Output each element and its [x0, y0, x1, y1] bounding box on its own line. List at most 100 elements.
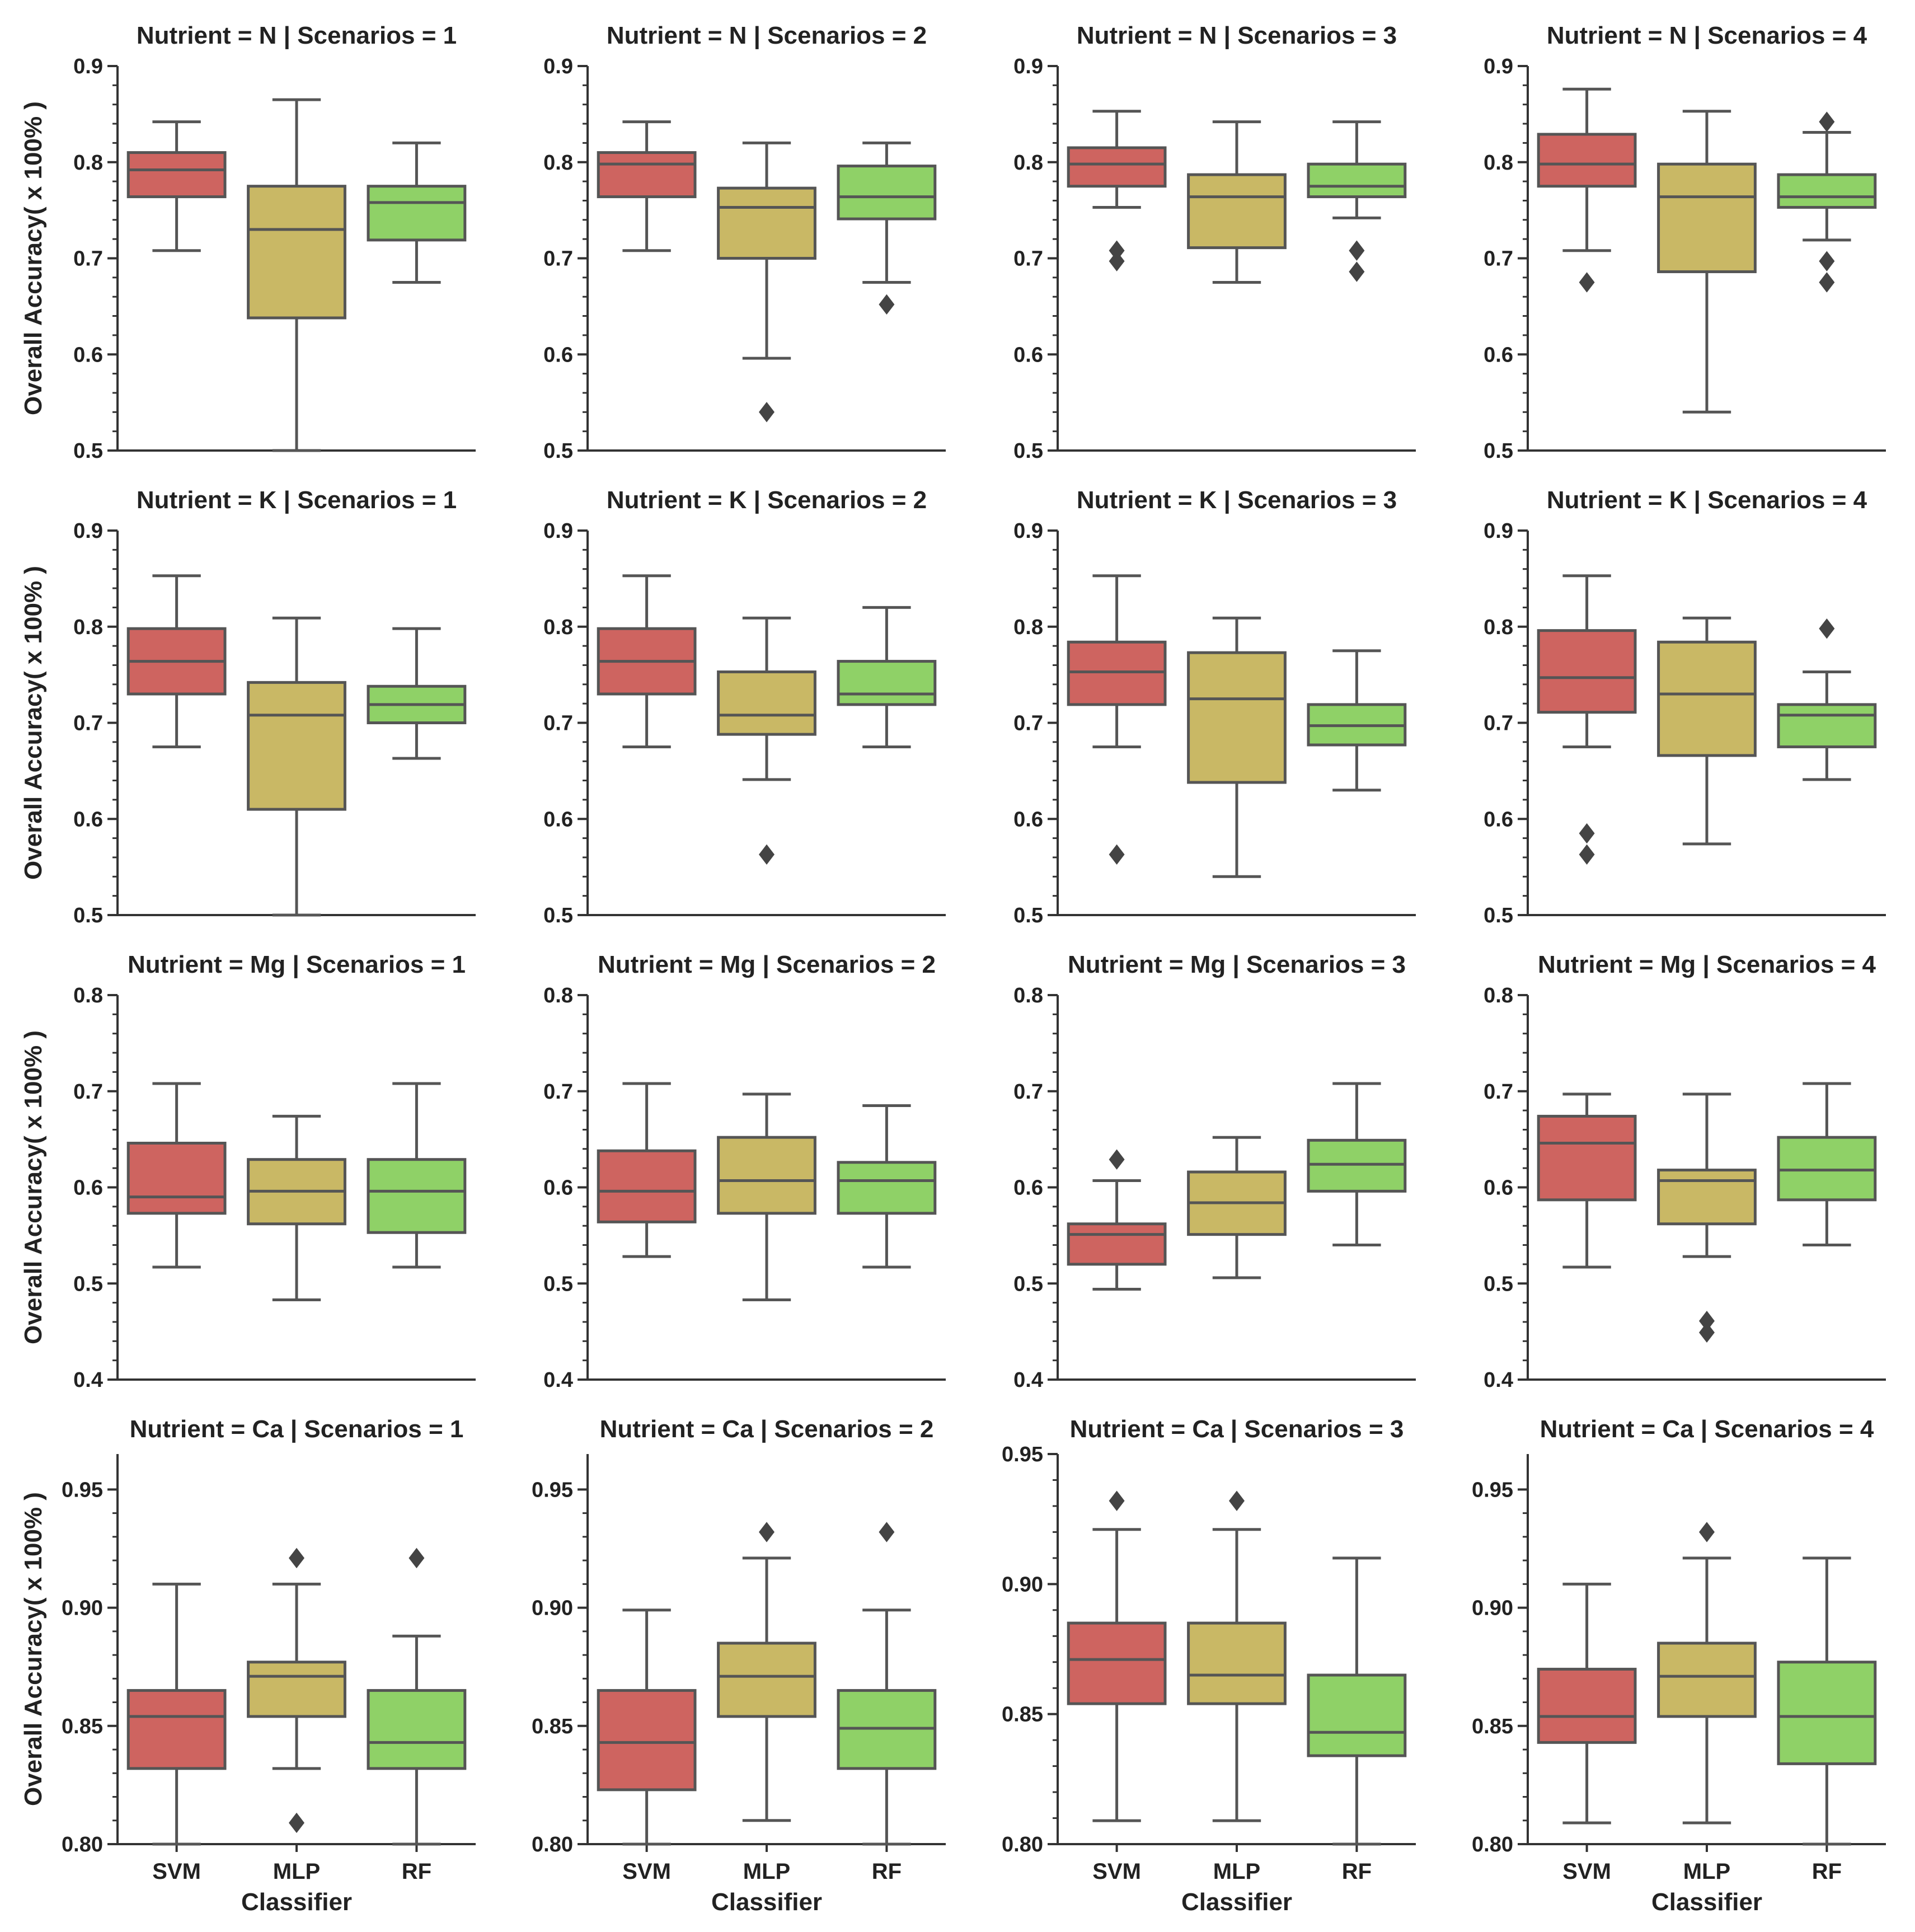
outlier-point: [879, 294, 895, 315]
outlier-point: [1579, 272, 1595, 293]
y-tick-label: 0.7: [1484, 712, 1513, 735]
box-rf: [1307, 1138, 1407, 1193]
outlier-point: [289, 1812, 304, 1833]
y-tick-label: 0.85: [1002, 1703, 1043, 1727]
box-svm: [126, 151, 227, 199]
x-tick-label: RF: [1342, 1859, 1372, 1884]
box-mlp: [247, 1661, 346, 1718]
y-tick-label: 0.8: [1484, 151, 1513, 175]
panel-title: Nutrient = K | Scenarios = 3: [1077, 486, 1397, 514]
y-axis-label: Overall Accuracy( x 100% ): [20, 101, 47, 415]
x-tick-label: SVM: [1092, 1859, 1141, 1884]
panel-title: Nutrient = N | Scenarios = 3: [1077, 22, 1397, 50]
box-svm: [597, 1689, 697, 1792]
x-tick-label: SVM: [152, 1859, 201, 1884]
y-tick-label: 0.4: [543, 1368, 573, 1392]
x-axis-label: Classifier: [241, 1888, 352, 1916]
outlier-point: [759, 402, 775, 423]
y-tick-label: 0.5: [1484, 904, 1513, 927]
y-tick-label: 0.9: [1013, 55, 1043, 78]
outlier-point: [1699, 1522, 1715, 1542]
outlier-point: [1109, 240, 1125, 261]
box-rf: [837, 1161, 937, 1215]
y-tick-label: 0.5: [543, 904, 573, 927]
y-tick-label: 0.5: [73, 439, 103, 463]
y-tick-label: 0.8: [543, 616, 573, 639]
box-svm: [597, 151, 697, 199]
y-tick-label: 0.4: [73, 1368, 103, 1392]
y-tick-label: 0.7: [1013, 247, 1043, 271]
y-tick-label: 0.5: [543, 1272, 573, 1296]
y-axis-label: Overall Accuracy( x 100% ): [20, 1030, 47, 1344]
outlier-point: [759, 1522, 775, 1542]
outlier-point: [409, 1548, 425, 1569]
box-mlp: [1657, 1642, 1757, 1718]
y-tick-label: 0.8: [73, 984, 103, 1007]
y-tick-label: 0.7: [1484, 247, 1513, 271]
outlier-point: [1819, 111, 1835, 132]
outlier-point: [1229, 1490, 1245, 1511]
outlier-point: [1819, 251, 1835, 271]
box-mlp: [1187, 651, 1287, 784]
y-tick-label: 0.6: [73, 343, 103, 367]
y-tick-label: 0.4: [1484, 1368, 1513, 1392]
box-rf: [837, 165, 937, 221]
box-mlp: [1657, 1169, 1757, 1226]
y-tick-label: 0.9: [73, 55, 103, 78]
outlier-point: [1699, 1322, 1715, 1343]
box-mlp: [717, 1136, 816, 1215]
y-tick-label: 0.7: [1484, 1080, 1513, 1104]
y-tick-label: 0.5: [1013, 439, 1043, 463]
y-tick-label: 0.9: [73, 519, 103, 543]
box-mlp: [1187, 1621, 1287, 1705]
panel-title: Nutrient = N | Scenarios = 2: [607, 22, 927, 50]
y-tick-label: 0.95: [62, 1478, 103, 1502]
box-rf: [367, 185, 467, 242]
x-tick-label: MLP: [273, 1859, 320, 1884]
y-tick-label: 0.7: [73, 247, 103, 271]
box-rf: [1307, 162, 1407, 199]
box-svm: [126, 1141, 227, 1215]
x-tick-label: SVM: [1562, 1859, 1611, 1884]
outlier-point: [1349, 261, 1365, 282]
y-tick-label: 0.5: [73, 904, 103, 927]
y-tick-label: 0.6: [543, 343, 573, 367]
y-tick-label: 0.90: [532, 1597, 573, 1620]
outlier-point: [1579, 823, 1595, 844]
box-svm: [1067, 1621, 1167, 1705]
x-tick-label: RF: [1812, 1859, 1842, 1884]
y-tick-label: 0.95: [1472, 1478, 1513, 1502]
outlier-point: [1349, 240, 1365, 261]
x-tick-label: RF: [872, 1859, 902, 1884]
y-tick-label: 0.95: [532, 1478, 573, 1502]
outlier-point: [759, 844, 775, 865]
panel-title: Nutrient = N | Scenarios = 1: [137, 22, 457, 50]
x-tick-label: MLP: [1683, 1859, 1730, 1884]
box-svm: [126, 1689, 227, 1770]
y-tick-label: 0.80: [1002, 1833, 1043, 1856]
y-tick-label: 0.6: [1484, 808, 1513, 831]
y-tick-label: 0.7: [543, 712, 573, 735]
y-tick-label: 0.5: [73, 1272, 103, 1296]
x-axis-label: Classifier: [1181, 1888, 1292, 1916]
y-tick-label: 0.7: [73, 1080, 103, 1104]
y-tick-label: 0.4: [1013, 1368, 1043, 1392]
outlier-point: [1699, 1311, 1715, 1331]
x-tick-label: SVM: [622, 1859, 671, 1884]
panel-title: Nutrient = K | Scenarios = 2: [607, 486, 927, 514]
outlier-point: [1819, 618, 1835, 639]
panel-title: Nutrient = Mg | Scenarios = 1: [128, 951, 466, 979]
box-mlp: [717, 186, 816, 260]
y-tick-label: 0.7: [543, 247, 573, 271]
box-mlp: [247, 681, 346, 811]
panel-title: Nutrient = Mg | Scenarios = 3: [1068, 951, 1406, 979]
y-tick-label: 0.90: [62, 1597, 103, 1620]
box-mlp: [717, 670, 816, 736]
outlier-point: [289, 1548, 304, 1569]
box-svm: [1537, 1667, 1637, 1744]
y-tick-label: 0.6: [543, 1176, 573, 1200]
y-tick-label: 0.90: [1002, 1573, 1043, 1596]
box-svm: [1067, 640, 1167, 706]
x-tick-label: MLP: [1213, 1859, 1260, 1884]
y-tick-label: 0.85: [62, 1715, 103, 1738]
